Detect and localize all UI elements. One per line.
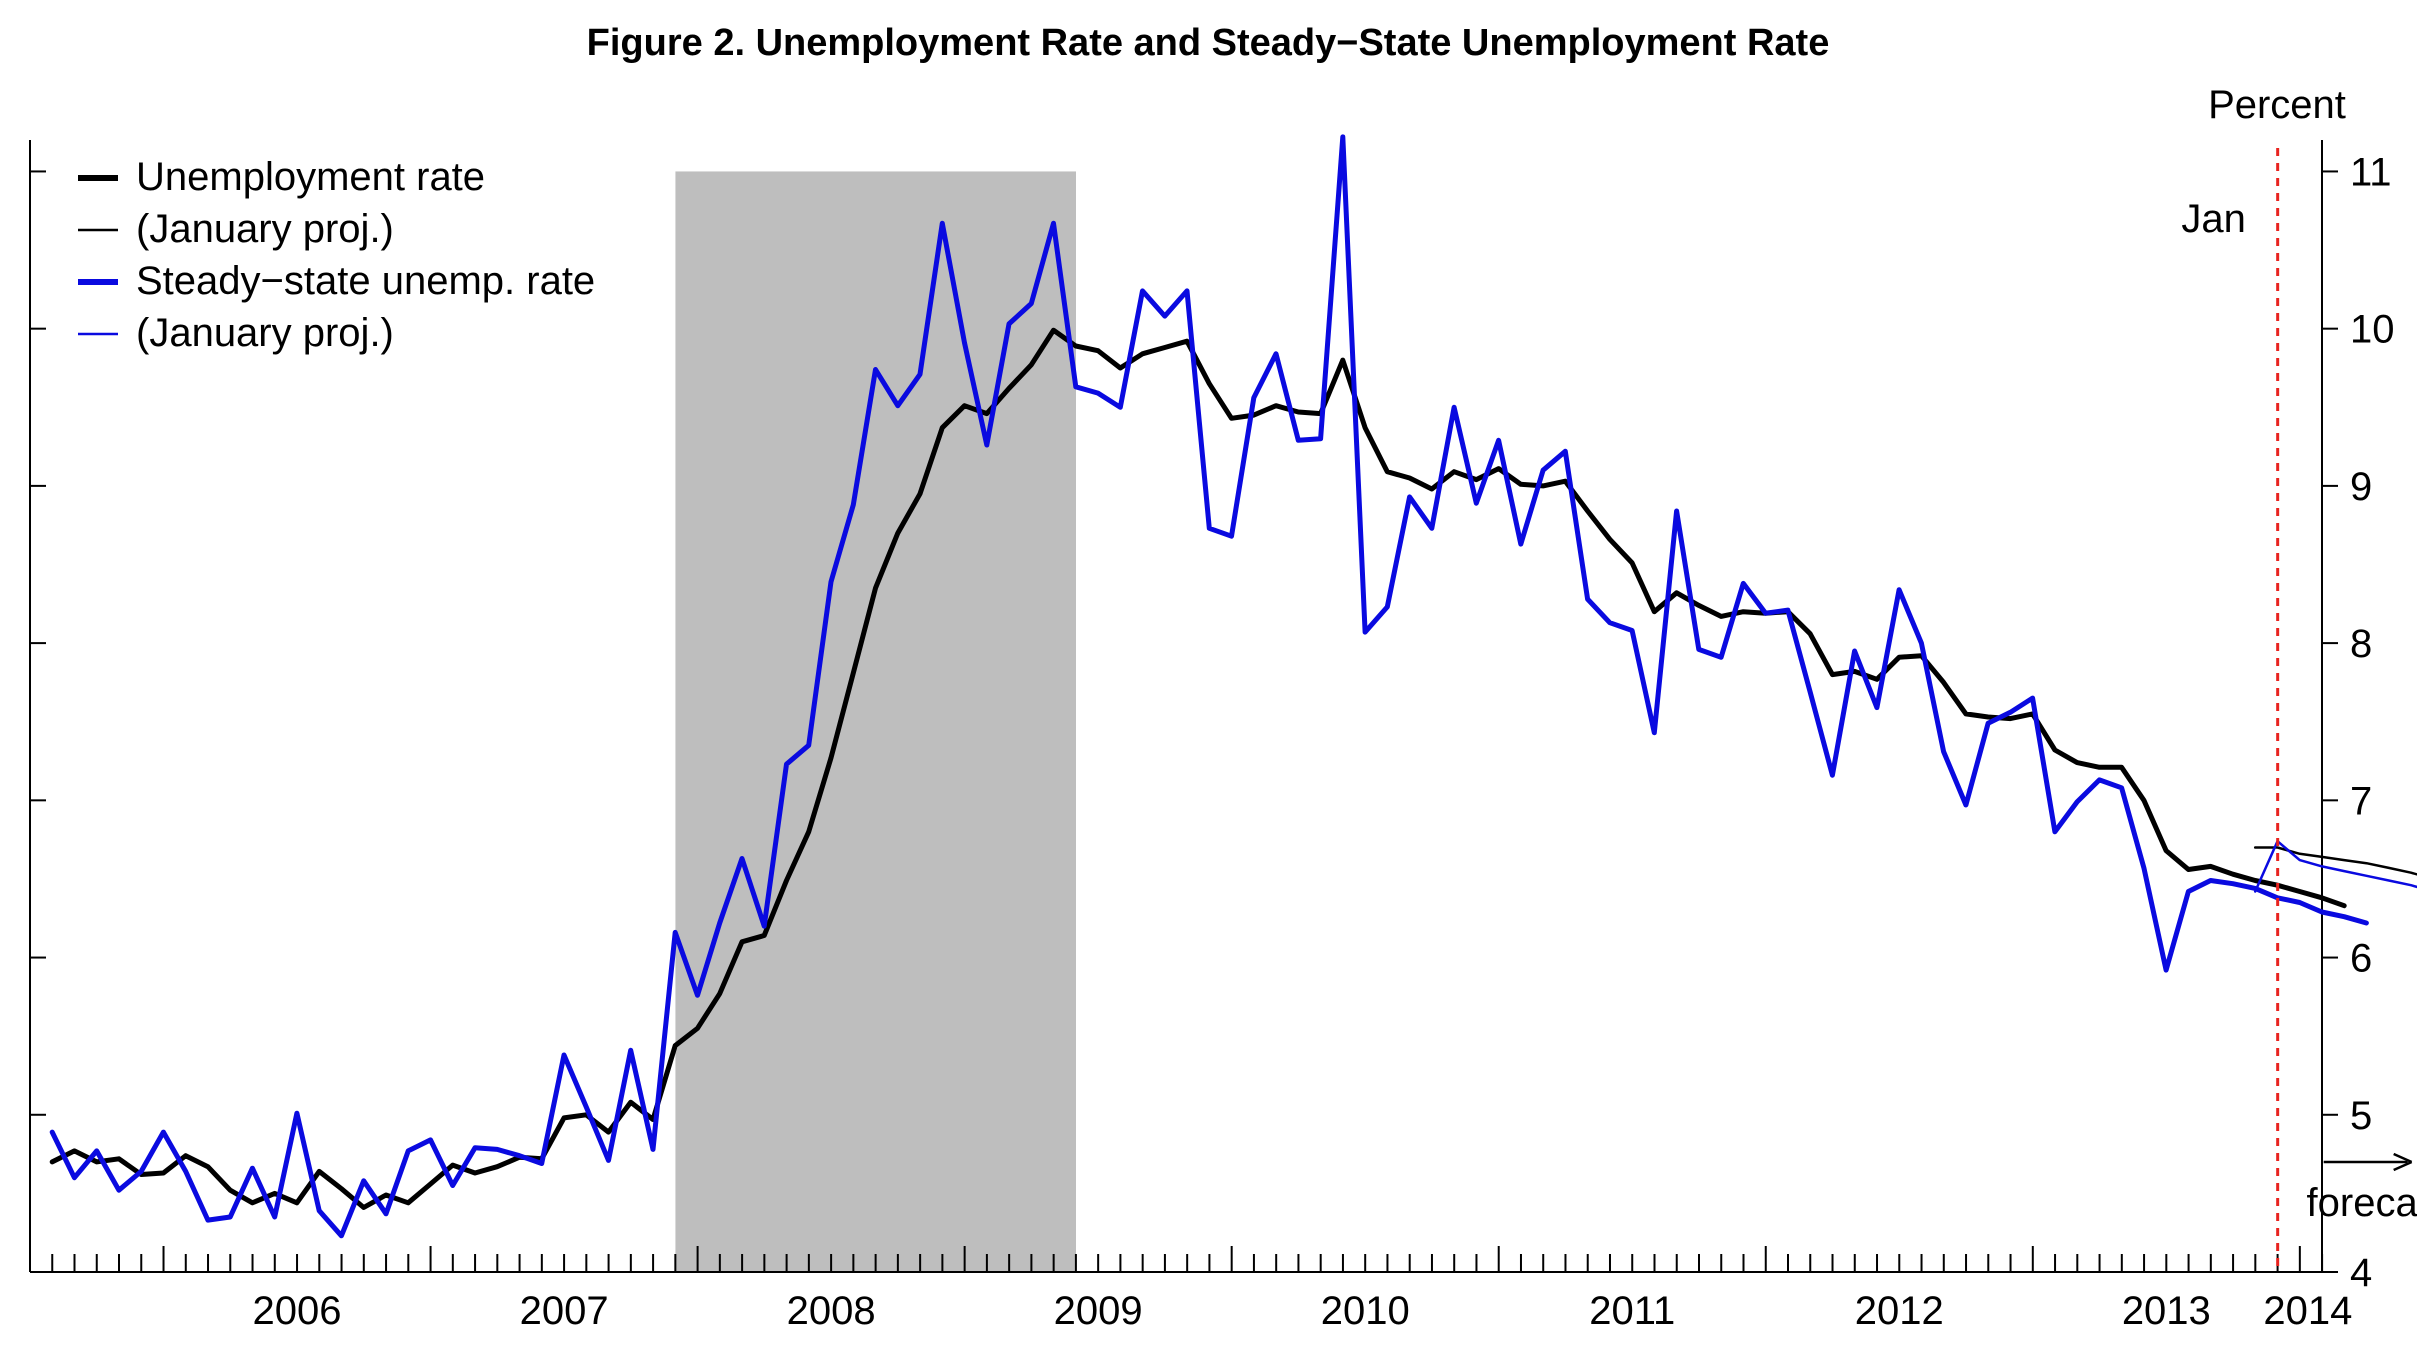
axes-group: 4 5 6 7 8 9 10 11 2006 2007 2008 2009 2010 2011 2012 20… bbox=[29, 140, 2395, 1333]
y-tick-label: 9 bbox=[2350, 465, 2372, 509]
legend: Unemployment rate (January proj.) Steady−s… bbox=[78, 155, 595, 355]
x-tick-label: 2006 bbox=[253, 1289, 342, 1333]
annotations-group: Jan forecast bbox=[2181, 148, 2417, 1272]
recession-shading bbox=[675, 171, 1076, 1272]
y-tick-label: 6 bbox=[2350, 937, 2372, 981]
legend-label: Unemployment rate bbox=[136, 155, 485, 199]
legend-item: (January proj.) bbox=[78, 311, 394, 355]
x-tick-label: 2013 bbox=[2122, 1289, 2211, 1333]
y-tick-label: 7 bbox=[2350, 779, 2372, 823]
y-tick-label: 8 bbox=[2350, 622, 2372, 666]
series-line-2 bbox=[49, 134, 2369, 1239]
recession-shading-group bbox=[675, 171, 1076, 1272]
x-tick-label: 2014 bbox=[2263, 1289, 2352, 1333]
x-tick-label: 2007 bbox=[520, 1289, 609, 1333]
series-line-1 bbox=[2253, 846, 2417, 876]
series-line-3 bbox=[2253, 839, 2417, 893]
legend-item: Steady−state unemp. rate bbox=[78, 259, 595, 303]
legend-label: Steady−state unemp. rate bbox=[136, 259, 595, 303]
y-axis-label: Percent bbox=[2208, 83, 2346, 127]
series-line-0 bbox=[49, 327, 2347, 1210]
y-tick-label: 11 bbox=[2350, 150, 2392, 194]
x-tick-label: 2008 bbox=[787, 1289, 876, 1333]
legend-item: Unemployment rate bbox=[78, 155, 485, 199]
x-tick-label: 2011 bbox=[1589, 1289, 1675, 1333]
series-group bbox=[49, 134, 2417, 1239]
legend-label: (January proj.) bbox=[136, 311, 394, 355]
forecast-label: forecast bbox=[2307, 1181, 2417, 1225]
jan-label: Jan bbox=[2181, 197, 2246, 241]
chart-title: Figure 2. Unemployment Rate and Steady−S… bbox=[587, 22, 1830, 64]
y-tick-label: 5 bbox=[2350, 1094, 2372, 1138]
y-tick-label: 10 bbox=[2350, 308, 2395, 352]
legend-label: (January proj.) bbox=[136, 207, 394, 251]
x-tick-label: 2012 bbox=[1855, 1289, 1944, 1333]
forecast-arrow-head bbox=[2393, 1152, 2413, 1172]
legend-item: (January proj.) bbox=[78, 207, 394, 251]
x-tick-label: 2009 bbox=[1054, 1289, 1143, 1333]
x-tick-label: 2010 bbox=[1321, 1289, 1410, 1333]
y-tick-label: 4 bbox=[2350, 1251, 2372, 1295]
